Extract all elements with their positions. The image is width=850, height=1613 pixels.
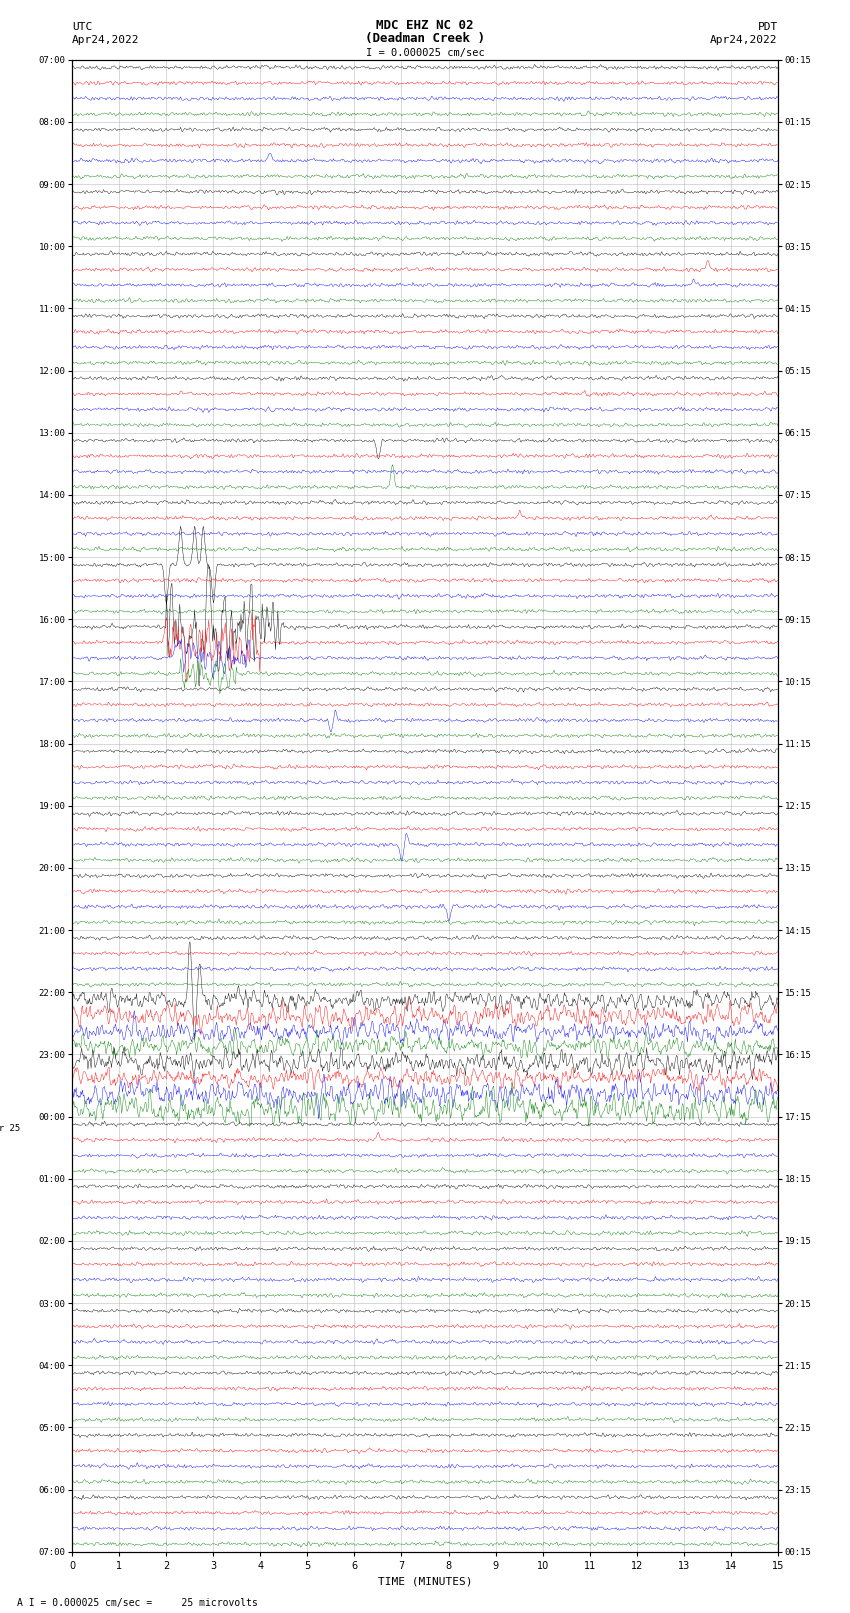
Text: (Deadman Creek ): (Deadman Creek ) xyxy=(365,32,485,45)
Text: UTC: UTC xyxy=(72,23,93,32)
Text: Apr 25: Apr 25 xyxy=(0,1124,20,1134)
Text: Apr24,2022: Apr24,2022 xyxy=(72,35,139,45)
Text: I = 0.000025 cm/sec: I = 0.000025 cm/sec xyxy=(366,48,484,58)
Text: MDC EHZ NC 02: MDC EHZ NC 02 xyxy=(377,19,473,32)
Text: Apr24,2022: Apr24,2022 xyxy=(711,35,778,45)
Text: A I = 0.000025 cm/sec =     25 microvolts: A I = 0.000025 cm/sec = 25 microvolts xyxy=(17,1598,258,1608)
X-axis label: TIME (MINUTES): TIME (MINUTES) xyxy=(377,1576,473,1586)
Text: PDT: PDT xyxy=(757,23,778,32)
